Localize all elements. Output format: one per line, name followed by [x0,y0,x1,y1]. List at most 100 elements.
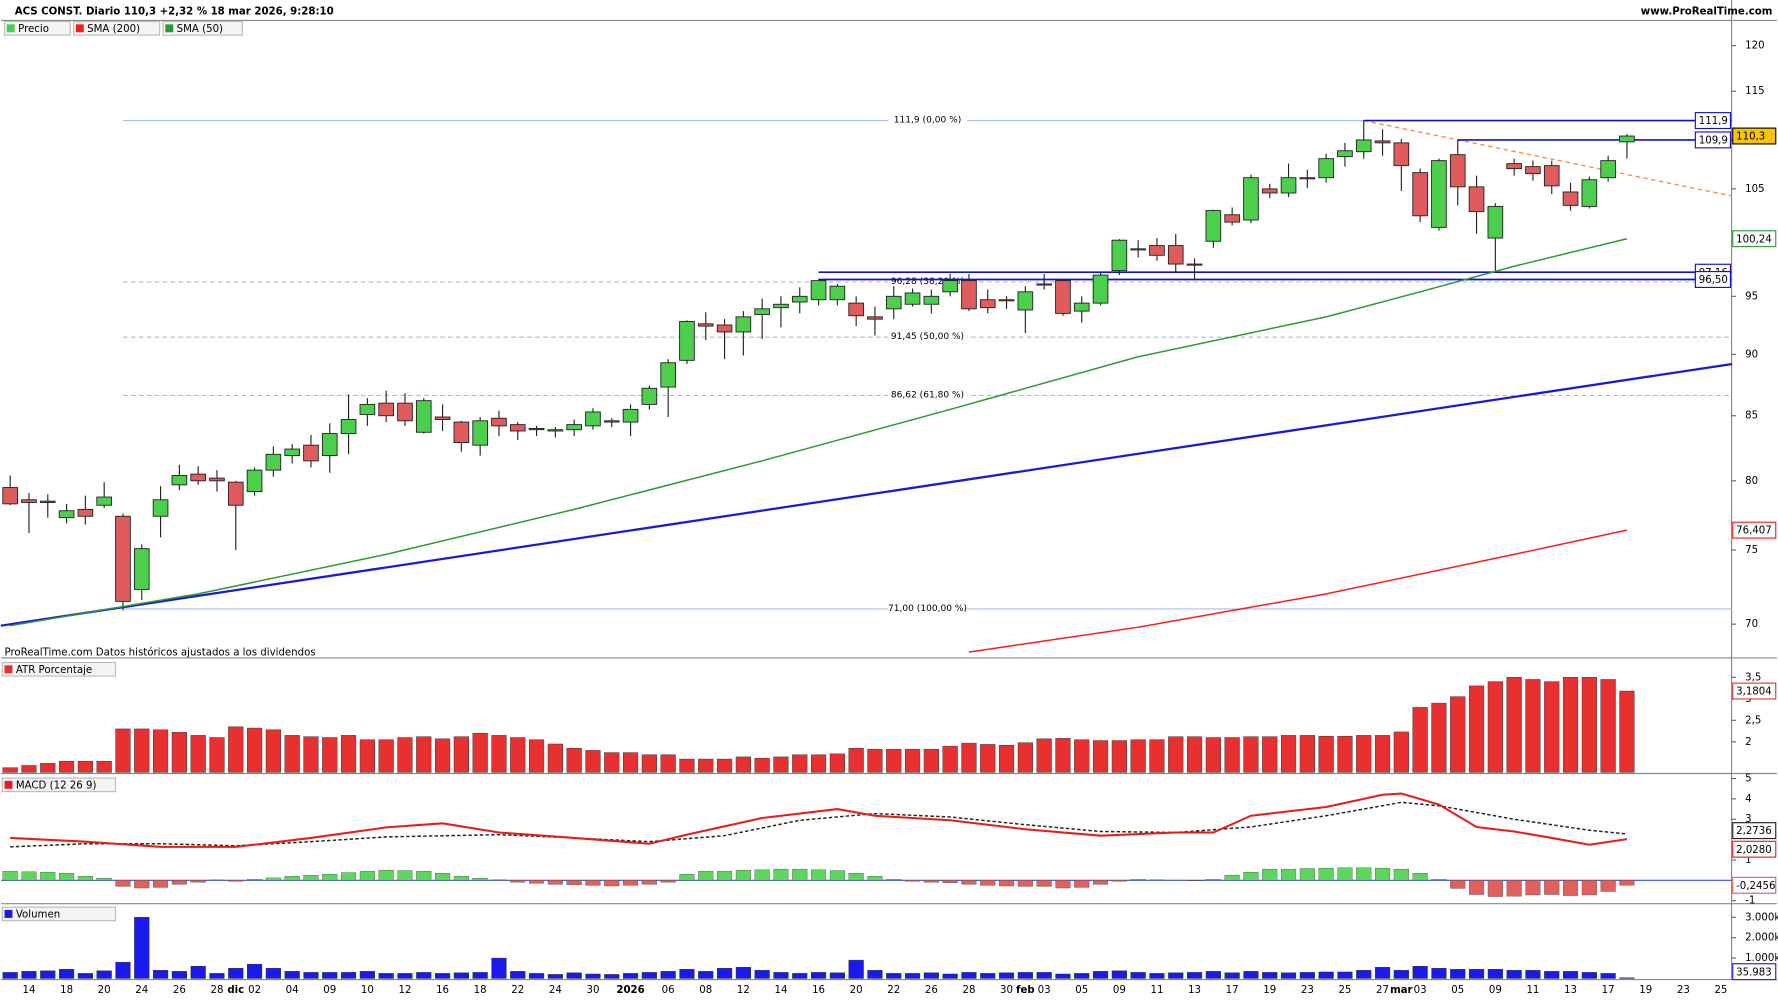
bar [1562,677,1579,773]
legend-label[interactable]: SMA (200) [87,24,140,35]
bar [340,735,357,773]
legend-box[interactable] [73,20,161,36]
x-tick-label: 12 [737,985,750,996]
candle-body [39,500,56,503]
histogram-bar [1111,880,1127,882]
bar [58,969,75,979]
legend-box[interactable] [162,20,243,36]
trendline [0,362,1733,627]
bar [660,971,676,979]
fibonacci-label-bg [887,330,968,343]
pane-title-swatch [4,665,13,674]
histogram-bar [1393,868,1409,881]
histogram-bar [1525,880,1541,896]
candle-body [1412,172,1428,217]
bar [923,972,939,979]
bar [228,968,244,979]
candle-body [453,421,470,444]
bar [679,969,695,979]
bar [679,758,695,773]
histogram-bar [1581,880,1597,896]
legend-label[interactable]: Precio [18,24,49,35]
histogram-bar [773,868,789,881]
bar [322,737,338,773]
histogram-bar [886,879,902,881]
x-tick-label: 18 [474,985,487,996]
bar [547,743,563,773]
bar [604,974,620,979]
x-tick-label: feb [1016,985,1035,996]
bar [904,973,921,979]
bar [1299,972,1315,979]
histogram-bar [1243,871,1259,881]
bar [453,972,469,979]
y-tick-label: 2 [1745,737,1751,748]
x-tick-label: 2026 [616,985,644,996]
candle-body [679,321,695,361]
candle-body [773,303,789,309]
histogram-bar [604,880,620,887]
fibonacci-label: 111,9 (0,00 %) [894,115,961,125]
candle-body [1186,263,1203,266]
candle-body [1355,139,1372,153]
line [968,529,1628,653]
bar [716,758,733,773]
header-site[interactable]: www.ProRealTime.com [1641,6,1773,17]
x-tick-label: 13 [1564,985,1577,996]
y-tick-label: 120 [1745,41,1764,52]
legend-box[interactable] [3,20,71,36]
candle-body [265,453,282,471]
histogram-bar [359,870,375,881]
bar [1412,966,1428,979]
candle-body [96,496,112,506]
candle-body [246,469,263,493]
histogram-bar [397,870,413,881]
histogram-bar [1544,880,1560,895]
bar [810,754,827,773]
bar [96,970,112,979]
candle-body [21,499,37,503]
candle-body [209,477,225,482]
bar [1337,736,1353,773]
candle-body [1017,291,1034,311]
candle-body [190,473,206,482]
histogram-bar [1600,880,1616,892]
histogram-bar [59,873,75,881]
bar [566,972,582,979]
value-box [1732,822,1777,840]
candle-body [716,324,733,333]
candle-body [1337,150,1353,158]
y-tick-label: 95 [1745,291,1758,302]
bar [1619,977,1635,979]
bar [886,973,902,979]
bar [998,972,1015,979]
histogram-bar [1506,880,1522,897]
bar [585,750,601,773]
bar [453,736,469,773]
x-tick-label: 17 [1226,985,1239,996]
bar [622,752,639,773]
bar [303,972,319,979]
y-tick-label: 1 [1745,855,1751,866]
candle-body [942,280,958,293]
bar [21,971,37,979]
x-tick-label: 23 [1301,985,1314,996]
bar [1186,736,1203,773]
candle-body [923,295,940,305]
bar [1168,736,1184,773]
y-tick-label: 75 [1745,545,1758,556]
bar [886,748,902,773]
candle-body [1374,140,1391,144]
histogram-bar [961,880,977,885]
histogram-bar [698,870,714,881]
histogram-bar [754,869,770,881]
histogram-bar [1337,867,1353,881]
bar [322,972,338,979]
legend-label[interactable]: SMA (50) [177,24,223,35]
bar [1055,738,1071,773]
line [10,792,1628,848]
y-tick-label: 2.000k [1745,933,1778,944]
bar [359,971,375,979]
x-tick-label: 11 [1526,985,1539,996]
histogram-bar [660,880,676,883]
